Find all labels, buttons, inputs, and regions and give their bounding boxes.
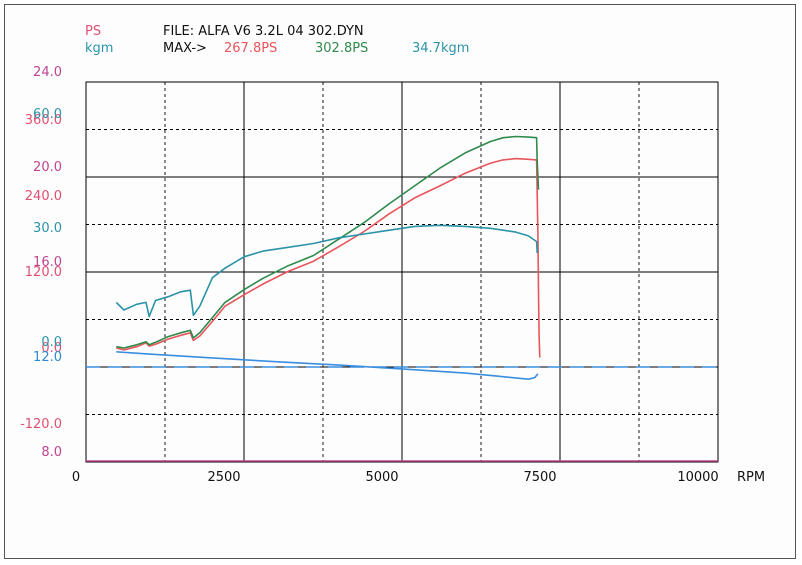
x-tick-label: 7500 <box>523 470 556 485</box>
grid <box>86 82 718 462</box>
max-ps-green: 302.8PS <box>315 41 368 56</box>
series-line-cyan <box>115 224 538 318</box>
y-tick-label: 120.0 <box>25 265 62 280</box>
x-tick-label: 2500 <box>207 470 240 485</box>
x-axis-label: RPM <box>737 470 765 485</box>
y-tick-label: 20.0 <box>33 160 62 175</box>
ps-unit-label: PS <box>85 24 101 39</box>
x-tick-label: 0 <box>72 470 80 485</box>
y-tick-label: -120.0 <box>20 417 62 432</box>
chart-frame <box>4 4 796 559</box>
y-tick-label: 0.0 <box>41 341 62 356</box>
y-tick-label: 30.0 <box>33 221 62 236</box>
y-tick-label: 16.0 <box>33 255 62 270</box>
max-label: MAX-> <box>163 41 207 56</box>
series-line-blue <box>116 351 539 381</box>
max-ps-red: 267.8PS <box>224 41 277 56</box>
y-tick-label: 0.0 <box>41 335 62 350</box>
x-tick-label: 10000 <box>677 470 718 485</box>
y-tick-label: 8.0 <box>41 445 62 460</box>
x-tick-label: 5000 <box>365 470 398 485</box>
tick-labels: 360.0 240.0 120.0 0.0 -120.0 60.0 30.0 0.0 24.0 2… <box>20 65 719 485</box>
y-tick-label: 360.0 <box>25 113 62 128</box>
y-tick-label: 24.0 <box>33 65 62 80</box>
max-kgm-cyan: 34.7kgm <box>412 41 469 56</box>
y-tick-label: 60.0 <box>33 107 62 122</box>
series-line-red <box>116 157 541 358</box>
series-lines <box>86 135 718 462</box>
series-line-green <box>116 135 540 349</box>
file-label: FILE: ALFA V6 3.2L 04 302.DYN <box>163 24 364 39</box>
y-tick-label: 12.0 <box>33 350 62 365</box>
kgm-unit-label: kgm <box>85 41 113 56</box>
y-tick-label: 240.0 <box>25 189 62 204</box>
